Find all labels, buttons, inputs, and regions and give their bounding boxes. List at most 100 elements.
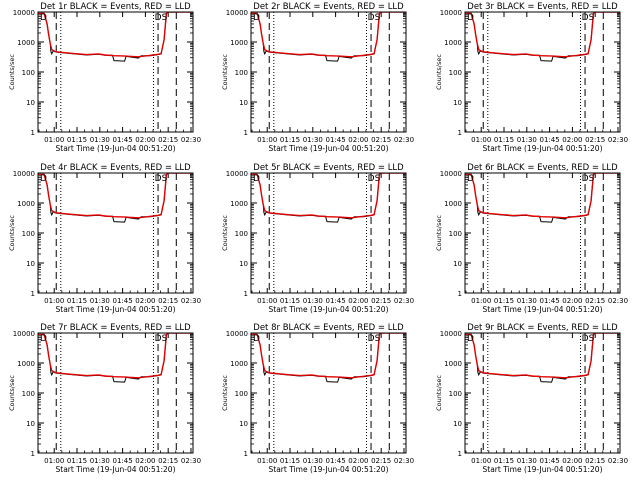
panel-title: Det 2r BLACK = Events, RED = LLD <box>253 2 404 12</box>
x-tick-label: 02:30 <box>608 297 628 305</box>
x-tick-label: 01:30 <box>517 297 537 305</box>
corner-marker-right: DS <box>582 13 595 23</box>
y-tick-label: 10 <box>453 420 462 428</box>
x-tick-label: 02:15 <box>158 136 178 144</box>
panel-title: Det 3r BLACK = Events, RED = LLD <box>467 2 618 12</box>
y-tick-label: 10000 <box>226 330 248 338</box>
corner-marker-right: DS <box>368 334 381 344</box>
x-tick-label: 01:30 <box>90 136 110 144</box>
x-tick-label: 01:15 <box>280 297 300 305</box>
corner-marker-left: D <box>253 334 260 344</box>
x-tick-label: 02:00 <box>135 136 155 144</box>
panel-det-3: Det 3r BLACK = Events, RED = LLD 1 10 100 10… <box>435 2 628 153</box>
corner-marker-right: DS <box>155 334 168 344</box>
series-line-lld <box>38 12 193 58</box>
y-tick-label: 10000 <box>226 170 248 178</box>
x-tick-label: 02:15 <box>585 297 605 305</box>
x-tick-label: 01:30 <box>303 457 323 465</box>
y-tick-label: 10000 <box>440 330 462 338</box>
series-line-lld <box>251 173 406 219</box>
y-tick-label: 1000 <box>17 360 35 368</box>
y-tick-label: 10 <box>239 260 248 268</box>
x-tick-label: 02:30 <box>394 136 414 144</box>
x-tick-label: 02:15 <box>371 297 391 305</box>
y-tick-label: 100 <box>449 69 462 77</box>
plot-frame <box>464 332 621 454</box>
y-tick-label: 10000 <box>13 170 35 178</box>
y-tick-label: 10 <box>26 260 35 268</box>
x-tick-label: 02:30 <box>608 136 628 144</box>
y-tick-label: 1 <box>458 129 462 137</box>
x-tick-label: 01:00 <box>44 136 64 144</box>
x-tick-label: 02:00 <box>562 136 582 144</box>
y-axis-label: Counts/sec <box>435 54 443 90</box>
x-tick-label: 01:00 <box>471 457 491 465</box>
x-tick-label: 02:15 <box>371 457 391 465</box>
x-tick-label: 02:30 <box>608 457 628 465</box>
x-tick-label: 02:15 <box>585 457 605 465</box>
y-tick-label: 10 <box>239 420 248 428</box>
panel-title: Det 4r BLACK = Events, RED = LLD <box>40 163 191 173</box>
plot-frame <box>37 332 194 454</box>
x-tick-label: 01:15 <box>280 136 300 144</box>
y-tick-label: 1 <box>31 450 35 458</box>
x-tick-label: 01:15 <box>494 136 514 144</box>
y-tick-label: 100 <box>22 390 35 398</box>
panel-title: Det 7r BLACK = Events, RED = LLD <box>40 323 191 333</box>
x-tick-label: 02:30 <box>394 457 414 465</box>
x-tick-label: 01:30 <box>303 136 323 144</box>
x-tick-label: 01:45 <box>540 136 560 144</box>
x-tick-label: 01:45 <box>326 136 346 144</box>
x-tick-label: 01:00 <box>257 136 277 144</box>
corner-marker-right: DS <box>368 13 381 23</box>
y-tick-label: 10000 <box>226 9 248 17</box>
x-tick-label: 02:30 <box>394 297 414 305</box>
y-tick-label: 10 <box>453 260 462 268</box>
x-axis-label: Start Time (19-Jun-04 00:51:20) <box>269 144 389 153</box>
x-tick-label: 02:15 <box>158 457 178 465</box>
x-tick-label: 02:00 <box>562 297 582 305</box>
y-tick-label: 1 <box>458 450 462 458</box>
x-tick-label: 02:00 <box>562 457 582 465</box>
corner-marker-right: DS <box>582 174 595 184</box>
y-axis-label: Counts/sec <box>221 54 229 90</box>
x-tick-label: 01:15 <box>280 457 300 465</box>
plot-frame <box>37 11 194 133</box>
plot-frame <box>464 11 621 133</box>
x-tick-label: 01:15 <box>67 136 87 144</box>
corner-marker-left: D <box>40 174 47 184</box>
panel-det-9: Det 9r BLACK = Events, RED = LLD 1 10 100 10… <box>435 323 628 474</box>
plot-frame <box>464 172 621 294</box>
y-tick-label: 1 <box>244 290 248 298</box>
x-tick-label: 02:00 <box>348 136 368 144</box>
y-tick-label: 1000 <box>444 39 462 47</box>
panel-det-7: Det 7r BLACK = Events, RED = LLD 1 10 100 10… <box>8 323 201 474</box>
series-line-lld <box>38 173 193 219</box>
y-tick-label: 1000 <box>444 200 462 208</box>
series-line-lld <box>465 12 620 58</box>
y-tick-label: 1 <box>31 129 35 137</box>
x-axis-label: Start Time (19-Jun-04 00:51:20) <box>483 144 603 153</box>
corner-marker-right: DS <box>368 174 381 184</box>
x-axis-label: Start Time (19-Jun-04 00:51:20) <box>269 465 389 474</box>
y-axis-label: Counts/sec <box>435 375 443 411</box>
panel-det-5: Det 5r BLACK = Events, RED = LLD 1 10 100 10… <box>221 163 414 314</box>
x-tick-label: 01:45 <box>326 297 346 305</box>
x-tick-label: 01:00 <box>257 457 277 465</box>
y-tick-label: 100 <box>235 230 248 238</box>
x-tick-label: 01:45 <box>540 297 560 305</box>
panel-det-4: Det 4r BLACK = Events, RED = LLD 1 10 100 10… <box>8 163 201 314</box>
x-tick-label: 02:30 <box>181 136 201 144</box>
x-tick-label: 01:45 <box>113 457 133 465</box>
x-tick-label: 01:00 <box>471 297 491 305</box>
x-tick-label: 01:00 <box>44 297 64 305</box>
series-line-lld <box>465 173 620 219</box>
y-tick-label: 10000 <box>440 170 462 178</box>
x-tick-label: 02:15 <box>158 297 178 305</box>
y-tick-label: 1 <box>458 290 462 298</box>
corner-marker-left: D <box>253 174 260 184</box>
x-tick-label: 01:00 <box>471 136 491 144</box>
y-tick-label: 1000 <box>230 39 248 47</box>
